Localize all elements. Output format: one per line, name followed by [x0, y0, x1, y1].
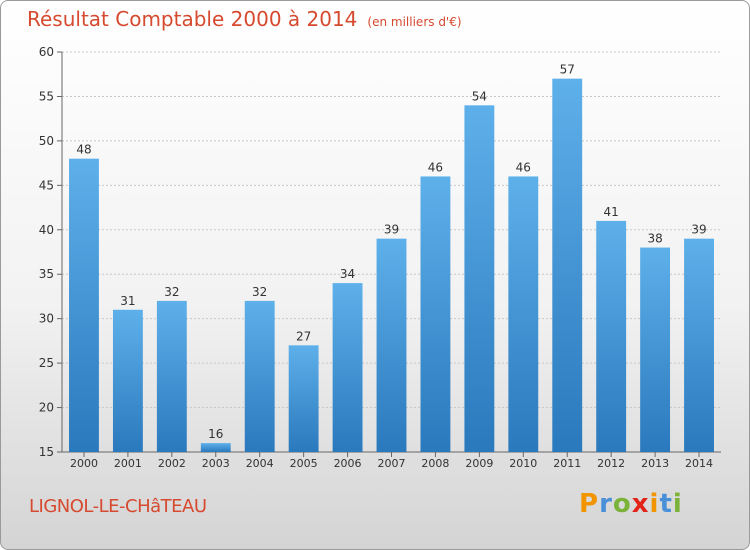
x-tick-label: 2005 — [290, 457, 318, 470]
bars — [69, 78, 714, 453]
y-tick-label: 50 — [39, 134, 54, 148]
bar[interactable] — [288, 345, 319, 452]
y-tick-label: 20 — [39, 401, 54, 415]
bar[interactable] — [508, 176, 539, 452]
logo-letter: i — [672, 489, 683, 519]
y-tick-label: 30 — [39, 312, 54, 326]
chart-title: Résultat Comptable 2000 à 2014 (en millie… — [27, 7, 462, 31]
bar[interactable] — [376, 238, 407, 452]
x-tick-label: 2014 — [685, 457, 713, 470]
y-tick-label: 25 — [39, 356, 54, 370]
bar-value-label: 46 — [428, 160, 443, 174]
bar[interactable] — [200, 443, 231, 452]
x-tick-label: 2012 — [597, 457, 625, 470]
y-tick-label: 45 — [39, 178, 54, 192]
y-tick-label: 15 — [39, 445, 54, 459]
logo-letter: x — [631, 489, 650, 519]
bar-value-label: 39 — [384, 223, 399, 237]
x-tick-label: 2006 — [334, 457, 362, 470]
axes: 15 20 25 30 35 40 45 50 55 60 2000 2001 2002 2003 2004… — [39, 45, 721, 470]
commune-name: LIGNOL-LE-CHâTEAU — [29, 496, 207, 517]
x-tick-label: 2010 — [509, 457, 537, 470]
x-tick-label: 2009 — [465, 457, 493, 470]
bar[interactable] — [552, 78, 583, 453]
bar[interactable] — [684, 238, 714, 452]
bar-value-label: 41 — [604, 205, 619, 219]
proxiti-logo[interactable]: Proxiti — [579, 489, 683, 519]
bar-value-label: 46 — [516, 160, 531, 174]
title-text: Résultat Comptable 2000 à 2014 — [27, 7, 358, 31]
logo-letter: t — [659, 489, 673, 519]
bar-value-label: 32 — [164, 285, 179, 299]
data-labels: 48 31 32 16 32 27 34 39 46 54 46 57 41 38 39 — [76, 63, 706, 441]
bar[interactable] — [244, 300, 275, 452]
logo-letter: i — [649, 489, 660, 519]
bar[interactable] — [640, 247, 671, 452]
x-tick-label: 2001 — [114, 457, 142, 470]
logo-letter: o — [612, 489, 632, 519]
bar[interactable] — [69, 158, 99, 452]
x-tick-label: 2008 — [421, 457, 449, 470]
logo-letter: P — [579, 489, 600, 519]
x-tick-label: 2003 — [202, 457, 230, 470]
x-tick-label: 2004 — [246, 457, 274, 470]
bar-value-label: 34 — [340, 267, 355, 281]
bar[interactable] — [420, 176, 451, 452]
bar[interactable] — [596, 220, 627, 452]
bar-value-label: 31 — [120, 294, 135, 308]
x-tick-label: 2002 — [158, 457, 186, 470]
x-tick-label: 2013 — [641, 457, 669, 470]
y-tick-label: 60 — [39, 45, 54, 59]
bar-value-label: 27 — [296, 329, 311, 343]
x-tick-label: 2011 — [553, 457, 581, 470]
bar-value-label: 38 — [647, 232, 662, 246]
bar[interactable] — [332, 283, 363, 452]
x-tick-label: 2007 — [378, 457, 406, 470]
bar-value-label: 57 — [560, 63, 575, 77]
bar-value-label: 32 — [252, 285, 267, 299]
bar-value-label: 48 — [76, 143, 91, 157]
bar[interactable] — [112, 309, 143, 452]
bar[interactable] — [156, 300, 187, 452]
bar-value-label: 16 — [208, 427, 223, 441]
y-tick-label: 40 — [39, 223, 54, 237]
subtitle-text: (en milliers d'€) — [367, 15, 462, 29]
bar-value-label: 39 — [691, 223, 706, 237]
logo-letter: r — [599, 489, 613, 519]
y-tick-label: 35 — [39, 267, 54, 281]
bar-value-label: 54 — [472, 89, 487, 103]
x-tick-label: 2000 — [70, 457, 98, 470]
bar[interactable] — [464, 105, 495, 452]
y-tick-label: 55 — [39, 89, 54, 103]
